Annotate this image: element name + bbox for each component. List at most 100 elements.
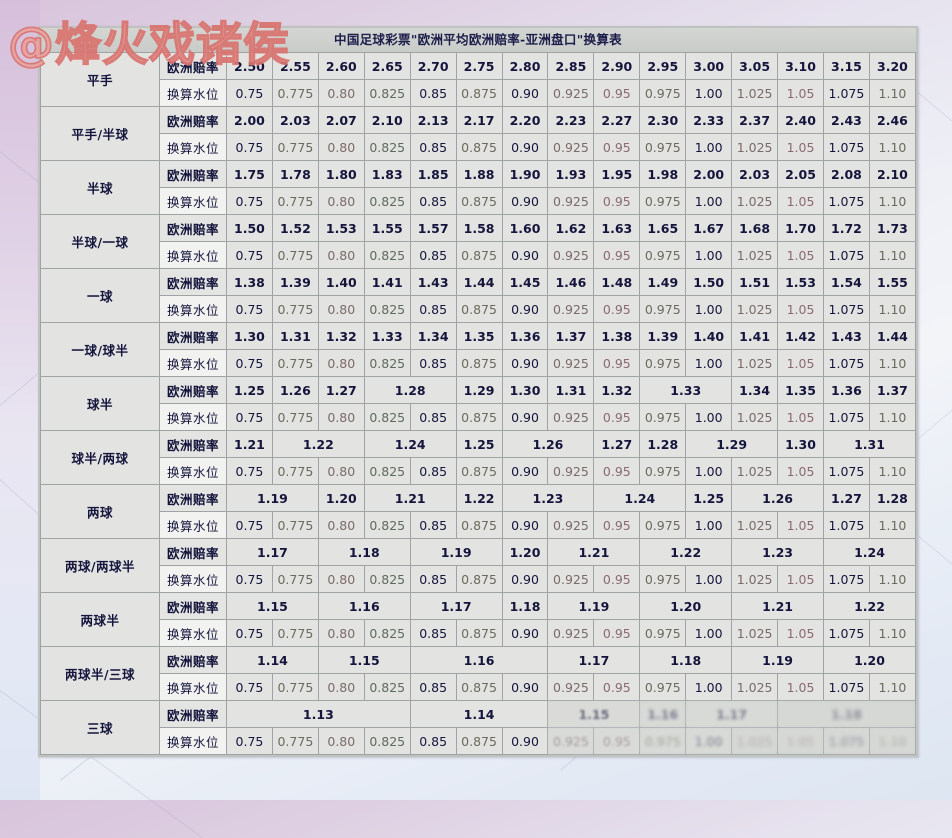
water-cell: 0.875 — [455, 457, 503, 485]
row-label-4: 一球 — [40, 268, 160, 323]
odds-cell: 2.00 — [226, 106, 273, 134]
odds-cell: 1.28 — [363, 376, 457, 404]
water-cell: 0.975 — [639, 295, 687, 323]
water-cell: 1.025 — [731, 673, 779, 701]
odds-cell: 1.22 — [822, 592, 917, 620]
odds-cell: 1.15 — [547, 700, 641, 728]
water-cell: 0.75 — [226, 565, 273, 593]
odds-cell: 2.27 — [593, 106, 641, 134]
water-cell: 0.975 — [639, 79, 687, 107]
kind-label-water: 换算水位 — [159, 241, 227, 269]
water-cell: 1.00 — [685, 511, 733, 539]
kind-label-odds: 欧洲赔率 — [159, 592, 227, 620]
odds-cell: 2.50 — [226, 52, 273, 80]
row-label-8: 两球 — [40, 484, 160, 539]
odds-cell: 1.27 — [317, 376, 365, 404]
odds-cell: 1.55 — [868, 268, 917, 296]
odds-cell: 1.28 — [639, 430, 687, 458]
water-cell: 0.95 — [593, 619, 641, 647]
water-cell: 0.90 — [501, 457, 549, 485]
water-cell: 0.90 — [501, 727, 549, 755]
odds-cell: 1.36 — [822, 376, 870, 404]
water-cell: 0.825 — [363, 619, 411, 647]
odds-cell: 1.29 — [455, 376, 503, 404]
odds-cell: 1.26 — [501, 430, 595, 458]
odds-cell: 1.37 — [868, 376, 917, 404]
odds-cell: 1.20 — [822, 646, 917, 674]
kind-label-odds: 欧洲赔率 — [159, 214, 227, 242]
odds-cell: 1.39 — [271, 268, 319, 296]
odds-cell: 1.58 — [455, 214, 503, 242]
water-cell: 0.75 — [226, 619, 273, 647]
water-cell: 1.10 — [868, 133, 917, 161]
odds-cell: 1.25 — [685, 484, 733, 512]
water-cell: 0.95 — [593, 511, 641, 539]
water-cell: 0.75 — [226, 349, 273, 377]
water-cell: 1.00 — [685, 295, 733, 323]
table-row: 一球/球半 欧洲赔率 1.30 1.31 1.32 1.33 1.34 1.35 1.36 1.3… — [40, 322, 917, 377]
odds-cell: 1.65 — [639, 214, 687, 242]
water-cell: 1.00 — [685, 349, 733, 377]
water-cell: 0.85 — [409, 79, 457, 107]
water-cell: 0.875 — [455, 133, 503, 161]
kind-label-odds: 欧洲赔率 — [159, 538, 227, 566]
odds-cell: 2.40 — [777, 106, 824, 134]
water-cell: 1.10 — [868, 295, 917, 323]
odds-cell: 1.24 — [363, 430, 457, 458]
odds-cell: 1.29 — [685, 430, 779, 458]
water-cell: 0.80 — [317, 403, 365, 431]
odds-cell: 1.63 — [593, 214, 641, 242]
row-label-7: 球半/两球 — [40, 430, 160, 485]
water-cell: 0.825 — [363, 727, 411, 755]
water-cell: 0.925 — [547, 565, 595, 593]
water-cell: 0.90 — [501, 133, 549, 161]
table-row: 换算水位 0.75 0.775 0.80 0.825 0.85 0.875 0.90 0.925… — [41, 241, 917, 269]
water-cell: 0.875 — [455, 727, 503, 755]
odds-cell: 1.44 — [455, 268, 503, 296]
water-cell: 0.775 — [271, 457, 319, 485]
water-cell: 1.075 — [822, 187, 870, 215]
water-cell: 0.90 — [501, 673, 549, 701]
water-cell: 0.925 — [547, 349, 595, 377]
odds-cell: 1.13 — [226, 700, 411, 728]
odds-cell: 1.48 — [593, 268, 641, 296]
water-cell: 0.80 — [317, 133, 365, 161]
water-cell: 0.775 — [271, 403, 319, 431]
odds-cell: 1.25 — [455, 430, 503, 458]
table-row: 半球/一球 欧洲赔率 1.50 1.52 1.53 1.55 1.57 1.58 1.60 1.6… — [40, 214, 917, 269]
water-cell: 0.75 — [226, 457, 273, 485]
water-cell: 0.875 — [455, 349, 503, 377]
odds-cell: 1.55 — [363, 214, 411, 242]
odds-cell: 1.21 — [547, 538, 641, 566]
water-cell: 0.825 — [363, 241, 411, 269]
kind-label-water: 换算水位 — [159, 619, 227, 647]
water-cell: 0.775 — [271, 727, 319, 755]
odds-cell: 1.21 — [363, 484, 457, 512]
water-cell: 1.10 — [868, 241, 917, 269]
water-cell: 1.025 — [731, 619, 779, 647]
water-cell: 0.75 — [226, 673, 273, 701]
odds-cell: 1.32 — [317, 322, 365, 350]
water-cell: 1.025 — [731, 79, 779, 107]
odds-cell: 2.95 — [639, 52, 687, 80]
kind-label-water: 换算水位 — [159, 295, 227, 323]
water-cell: 0.85 — [409, 565, 457, 593]
table-row: 换算水位 0.75 0.775 0.80 0.825 0.85 0.875 0.90 0.925… — [41, 403, 917, 431]
table-row: 换算水位 0.75 0.775 0.80 0.825 0.85 0.875 0.90 0.925… — [41, 565, 917, 593]
table-row: 换算水位 0.75 0.775 0.80 0.825 0.85 0.875 0.90 0.925… — [41, 133, 917, 161]
water-cell: 0.775 — [271, 133, 319, 161]
odds-cell: 1.22 — [271, 430, 365, 458]
water-cell: 0.875 — [455, 565, 503, 593]
kind-label-water: 换算水位 — [159, 727, 227, 755]
odds-cell: 2.37 — [731, 106, 779, 134]
kind-label-odds: 欧洲赔率 — [159, 322, 227, 350]
water-cell: 1.025 — [731, 295, 779, 323]
odds-cell: 1.43 — [822, 322, 870, 350]
water-cell: 0.85 — [409, 619, 457, 647]
odds-cell: 1.78 — [271, 160, 319, 188]
odds-cell: 1.62 — [547, 214, 595, 242]
water-cell: 0.775 — [271, 295, 319, 323]
odds-cell: 1.16 — [639, 700, 687, 728]
table-row: 一球 欧洲赔率 1.38 1.39 1.40 1.41 1.43 1.44 1.45 1.46 1.… — [40, 268, 917, 323]
odds-cell: 1.46 — [547, 268, 595, 296]
